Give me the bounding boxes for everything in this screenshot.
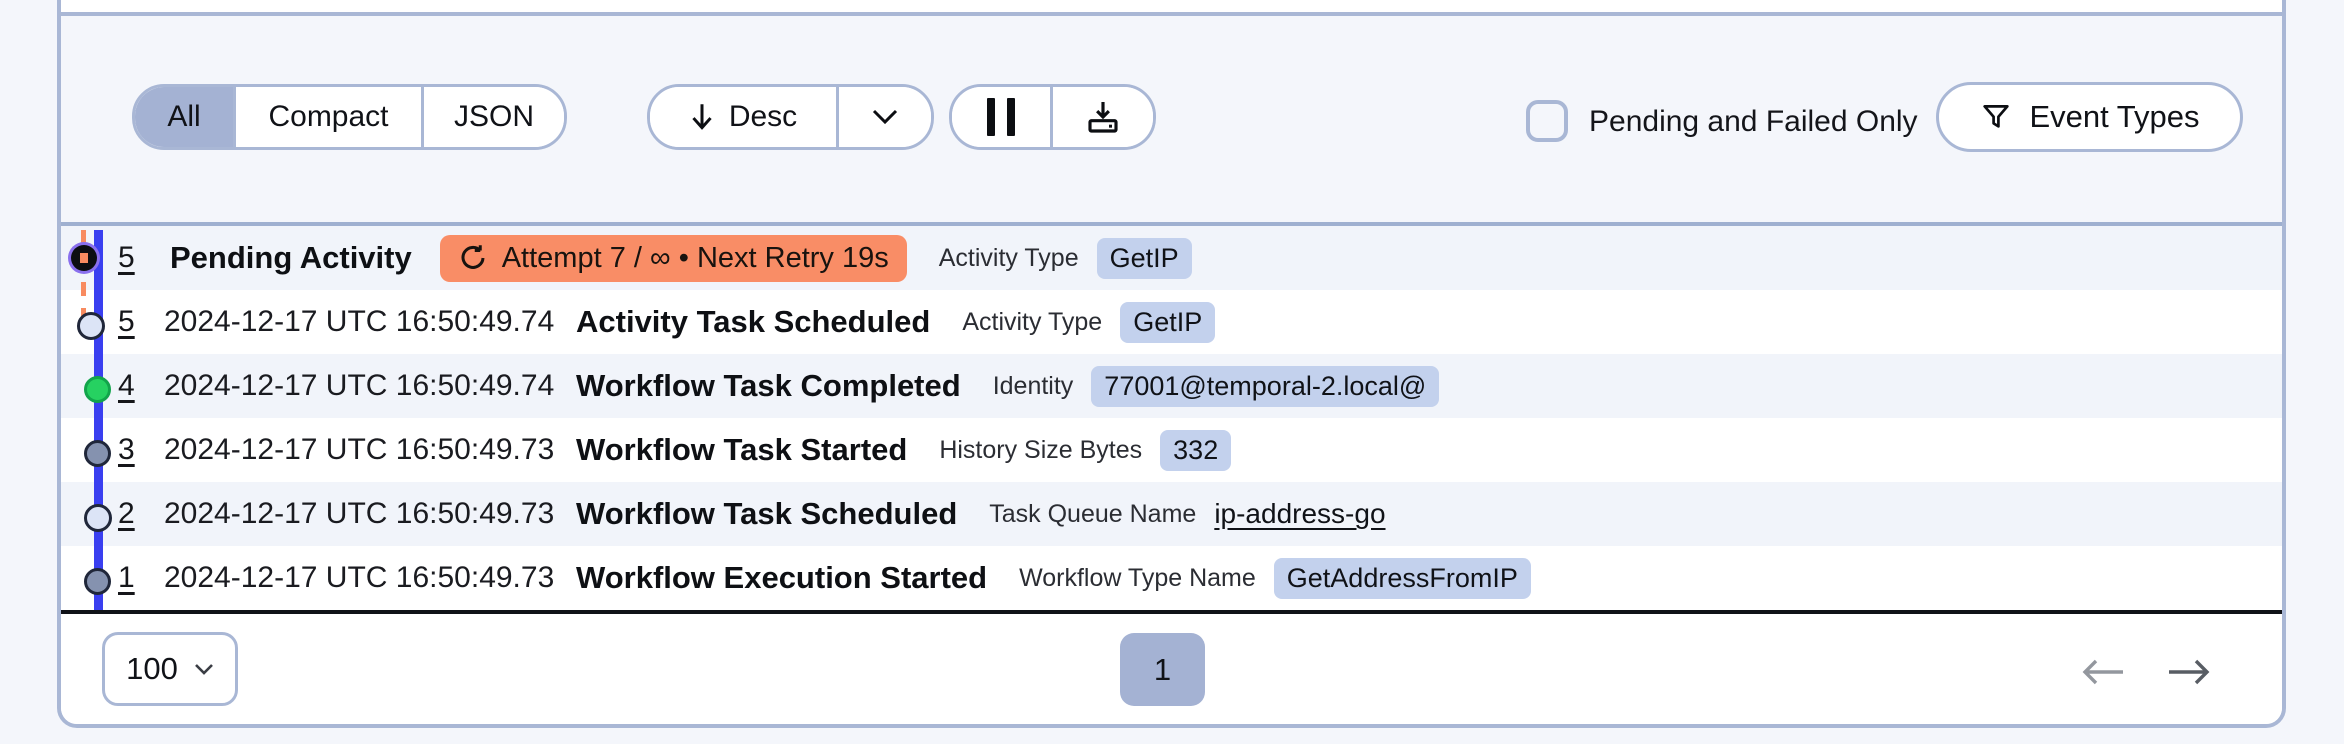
event-timestamp: 2024-12-17 UTC 16:50:49.73 [164, 433, 555, 466]
event-types-label: Event Types [2029, 99, 2200, 134]
timeline-marker-scheduled [84, 504, 112, 532]
pending-failed-only-checkbox[interactable] [1526, 100, 1568, 142]
previous-page-arrow-icon[interactable] [2079, 654, 2127, 690]
event-detail-value: 332 [1160, 429, 1232, 471]
sort-direction-label: Desc [728, 100, 798, 133]
event-row[interactable]: 4 2024-12-17 UTC 16:50:49.74 Workflow Ta… [61, 354, 2282, 418]
timeline-marker-started [84, 568, 111, 595]
pagination-bar: 100 1 [61, 614, 2282, 724]
view-tab-json[interactable]: JSON [424, 87, 564, 147]
event-timestamp: 2024-12-17 UTC 16:50:49.73 [164, 497, 555, 530]
event-detail-value: 77001@temporal-2.local@ [1091, 365, 1440, 407]
event-row[interactable]: 3 2024-12-17 UTC 16:50:49.73 Workflow Ta… [61, 418, 2282, 482]
timeline-marker-scheduled [77, 312, 105, 340]
pending-failed-only-label: Pending and Failed Only [1589, 105, 1918, 138]
event-detail-label: Activity Type [962, 307, 1103, 336]
retry-badge-text: Attempt 7 / ∞ • Next Retry 19s [501, 241, 889, 274]
timeline-line [94, 230, 103, 610]
event-detail-label: History Size Bytes [939, 435, 1143, 464]
chevron-down-icon [871, 108, 899, 126]
event-row[interactable]: 5 2024-12-17 UTC 16:50:49.74 Activity Ta… [61, 290, 2282, 354]
timeline-marker-completed [84, 376, 111, 403]
event-timestamp: 2024-12-17 UTC 16:50:49.73 [164, 561, 555, 594]
task-queue-link[interactable]: ip-address-go [1214, 498, 1386, 529]
sort-split-button: Desc [647, 84, 934, 150]
event-row-pending-activity[interactable]: 5 Pending Activity Attempt 7 / ∞ • Next … [61, 226, 2282, 290]
view-tab-compact[interactable]: Compact [236, 87, 424, 147]
event-id-link[interactable]: 5 [118, 305, 135, 338]
event-history-table: 5 Pending Activity Attempt 7 / ∞ • Next … [61, 226, 2282, 610]
event-id-link[interactable]: 2 [118, 497, 135, 530]
event-detail-value: GetIP [1096, 237, 1192, 279]
table-bottom-divider [61, 610, 2282, 614]
pause-icon [987, 98, 1015, 136]
event-row[interactable]: 1 2024-12-17 UTC 16:50:49.73 Workflow Ex… [61, 546, 2282, 610]
timeline-pending-dashed-line [81, 230, 86, 328]
timeline-marker-pending [68, 242, 100, 274]
retry-icon [458, 243, 488, 273]
event-name: Workflow Task Completed [576, 368, 961, 403]
download-icon [1083, 97, 1123, 137]
event-name: Workflow Execution Started [576, 560, 988, 595]
event-name: Activity Task Scheduled [576, 304, 931, 339]
event-id-link[interactable]: 3 [118, 433, 135, 466]
event-detail-label: Activity Type [938, 243, 1079, 272]
filter-funnel-icon [1979, 100, 2013, 134]
event-detail-value: GetIP [1120, 301, 1216, 343]
page-size-select[interactable]: 100 [102, 632, 238, 706]
sort-options-dropdown-button[interactable] [839, 87, 931, 147]
pause-download-button-group [949, 84, 1156, 150]
event-name: Pending Activity [170, 240, 412, 275]
page-size-value: 100 [126, 651, 178, 686]
event-history-toolbar: All Compact JSON Desc [61, 16, 2282, 226]
event-types-filter-button[interactable]: Event Types [1936, 82, 2243, 152]
current-page-button[interactable]: 1 [1120, 633, 1205, 706]
event-row[interactable]: 2 2024-12-17 UTC 16:50:49.73 Workflow Ta… [61, 482, 2282, 546]
event-detail-label: Task Queue Name [989, 499, 1197, 528]
download-history-button[interactable] [1053, 87, 1153, 147]
event-id-link[interactable]: 4 [118, 369, 135, 402]
sort-desc-button[interactable]: Desc [650, 87, 839, 147]
retry-attempt-badge: Attempt 7 / ∞ • Next Retry 19s [439, 234, 907, 282]
event-detail-label: Identity [992, 371, 1074, 400]
event-detail-label: Workflow Type Name [1019, 563, 1256, 592]
event-history-panel: All Compact JSON Desc [57, 0, 2286, 728]
panel-top-section [61, 0, 2282, 16]
view-mode-segmented-control: All Compact JSON [132, 84, 567, 150]
pause-autorefresh-button[interactable] [952, 87, 1053, 147]
event-detail-value: GetAddressFromIP [1273, 557, 1531, 599]
event-timestamp: 2024-12-17 UTC 16:50:49.74 [164, 305, 555, 338]
chevron-down-icon [194, 663, 214, 676]
event-timestamp: 2024-12-17 UTC 16:50:49.74 [164, 369, 555, 402]
view-tab-all[interactable]: All [135, 87, 236, 147]
arrow-down-icon [689, 101, 715, 133]
next-page-arrow-icon[interactable] [2165, 654, 2213, 690]
timeline-marker-started [84, 440, 111, 467]
event-name: Workflow Task Started [576, 432, 908, 467]
event-id-link[interactable]: 1 [118, 561, 135, 594]
event-name: Workflow Task Scheduled [576, 496, 958, 531]
event-id-link[interactable]: 5 [118, 241, 135, 274]
